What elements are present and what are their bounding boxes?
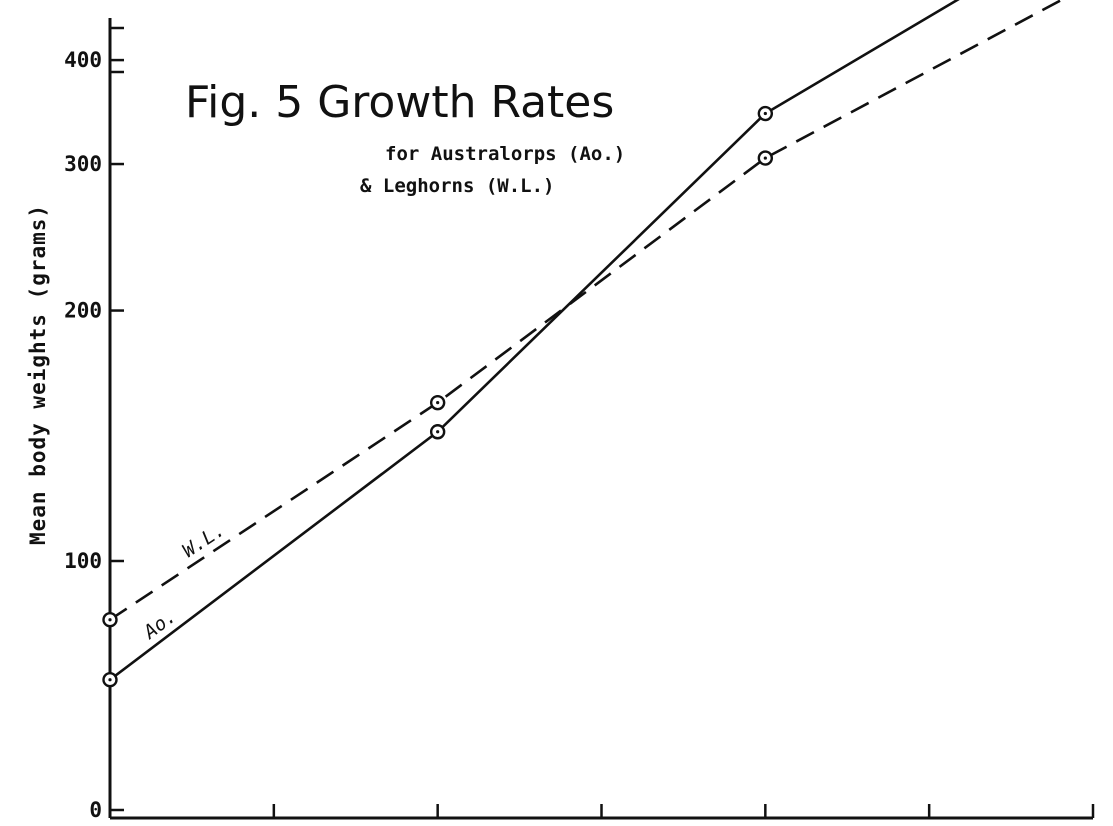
y-tick-label-4: 400 — [64, 48, 102, 72]
y-tick-label-1: 100 — [64, 549, 102, 573]
series-1-point-center-0 — [108, 618, 112, 622]
series-1-point-center-2 — [763, 156, 767, 160]
y-axis-label: Mean body weights (grams) — [26, 204, 50, 545]
x-axis-ticks — [272, 804, 1095, 818]
chart-title: Fig. 5 Growth Rates — [185, 77, 614, 128]
y-axis-ticks: 0100200300400500600 — [64, 26, 124, 822]
y-tick-label-2: 200 — [64, 299, 102, 323]
series-1-point-center-1 — [436, 401, 440, 405]
chart-subtitle-line1: for Australorps (Ao.) — [385, 143, 625, 165]
series-label-0: Ao. — [139, 605, 180, 644]
axes — [108, 18, 1093, 820]
y-tick-label-0: 0 — [89, 798, 102, 822]
series-line-1 — [109, 0, 1065, 621]
series-0-point-center-0 — [108, 678, 112, 682]
chart-subtitle-line2: & Leghorns (W.L.) — [360, 175, 554, 197]
series-0-point-center-1 — [436, 430, 440, 434]
y-tick-label-3: 300 — [64, 152, 102, 176]
series-0-point-center-2 — [763, 111, 767, 116]
series-line-0 — [109, 0, 960, 681]
series-label-1: W.L. — [179, 519, 229, 563]
